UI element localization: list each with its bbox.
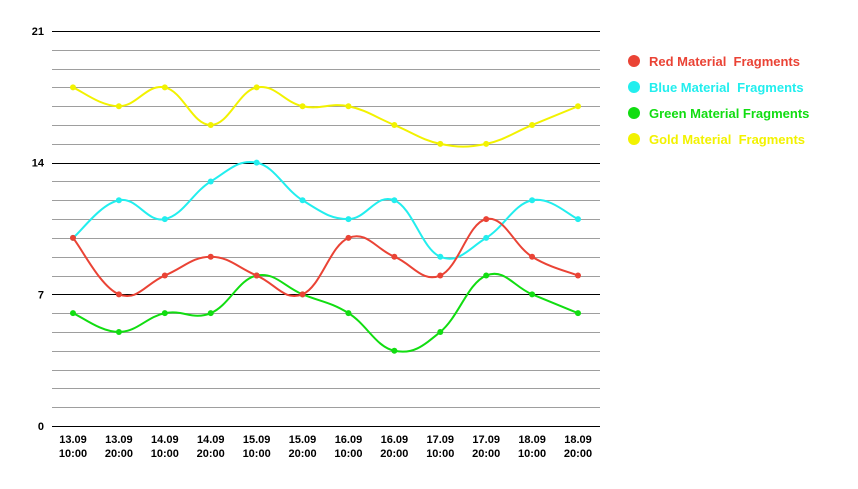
data-point-gold — [299, 103, 306, 110]
data-point-green — [70, 310, 76, 317]
legend-item-red: Red Material Fragments — [628, 48, 809, 74]
series-red — [70, 216, 581, 298]
x-tick-label: 13.09 20:00 — [105, 434, 133, 460]
series-blue — [70, 159, 581, 260]
data-point-blue — [115, 197, 122, 204]
y-tick-label: 21 — [32, 26, 44, 38]
x-tick-label: 16.09 10:00 — [334, 434, 362, 460]
x-tick-label: 15.09 10:00 — [243, 434, 271, 460]
data-point-red — [345, 234, 352, 241]
data-point-blue — [161, 216, 168, 223]
legend-label-red: Red Material Fragments — [649, 53, 800, 69]
data-point-gold — [437, 140, 444, 147]
legend-item-gold: Gold Material Fragments — [628, 126, 809, 152]
data-point-red — [299, 291, 306, 298]
gridlines — [52, 31, 600, 427]
series-line-blue — [72, 160, 579, 260]
data-point-green — [391, 347, 398, 354]
x-axis-ticks: 13.09 10:00 13.09 20:00 14.09 10:00 14.09 20:00… — [59, 434, 592, 460]
data-point-gold — [253, 84, 260, 91]
data-point-red — [70, 234, 76, 241]
series-line-red — [72, 218, 579, 297]
data-point-blue — [299, 197, 306, 204]
legend-marker-blue — [628, 81, 640, 93]
series-lines — [70, 84, 581, 354]
legend: Red Material Fragments Blue Material Fra… — [628, 48, 809, 152]
data-point-blue — [575, 216, 581, 223]
data-point-gold — [391, 122, 398, 129]
data-point-green — [483, 272, 490, 279]
data-point-red — [391, 253, 398, 260]
x-tick-label: 15.09 20:00 — [288, 434, 316, 460]
data-point-blue — [529, 197, 536, 204]
legend-marker-green — [628, 107, 640, 119]
data-point-red — [483, 216, 490, 223]
x-tick-label: 18.09 20:00 — [564, 434, 592, 460]
legend-label-gold: Gold Material Fragments — [649, 131, 806, 147]
data-point-gold — [529, 122, 536, 129]
data-point-green — [115, 328, 122, 335]
data-point-gold — [345, 103, 352, 110]
x-tick-label: 18.09 10:00 — [518, 434, 546, 460]
x-tick-label: 17.09 20:00 — [472, 434, 500, 460]
legend-label-blue: Blue Material Fragments — [649, 79, 804, 95]
x-tick-label: 16.09 20:00 — [380, 434, 408, 460]
data-point-green — [437, 328, 444, 335]
series-line-gold — [72, 86, 579, 148]
data-point-red — [207, 253, 214, 260]
series-gold — [70, 84, 581, 148]
data-point-gold — [70, 84, 76, 91]
y-tick-label: 0 — [38, 421, 44, 433]
data-point-blue — [207, 178, 214, 185]
data-point-blue — [483, 234, 490, 241]
x-tick-label: 14.09 10:00 — [151, 434, 179, 460]
data-point-green — [161, 310, 168, 317]
legend-item-green: Green Material Fragments — [628, 100, 809, 126]
data-point-blue — [391, 197, 398, 204]
legend-marker-red — [628, 55, 640, 67]
data-point-gold — [161, 84, 168, 91]
data-point-gold — [483, 140, 490, 147]
y-tick-label: 7 — [38, 289, 44, 301]
series-green — [70, 272, 581, 354]
data-point-gold — [575, 103, 581, 110]
x-tick-label: 13.09 10:00 — [59, 434, 87, 460]
legend-marker-gold — [628, 133, 640, 145]
data-point-blue — [437, 253, 444, 260]
data-point-red — [575, 272, 581, 279]
data-point-gold — [207, 122, 214, 129]
data-point-gold — [115, 103, 122, 110]
data-point-red — [253, 272, 260, 279]
data-point-red — [115, 291, 122, 298]
y-axis-ticks: 0 7 14 21 — [32, 26, 45, 433]
data-point-red — [437, 272, 444, 279]
data-point-red — [529, 253, 536, 260]
data-point-green — [207, 310, 214, 317]
y-tick-label: 14 — [32, 158, 45, 170]
data-point-green — [529, 291, 536, 298]
legend-item-blue: Blue Material Fragments — [628, 74, 809, 100]
data-point-green — [575, 310, 581, 317]
data-point-blue — [345, 216, 352, 223]
x-tick-label: 14.09 20:00 — [197, 434, 225, 460]
x-tick-label: 17.09 10:00 — [426, 434, 454, 460]
data-point-blue — [253, 159, 260, 166]
data-point-red — [161, 272, 168, 279]
data-point-green — [345, 310, 352, 317]
legend-label-green: Green Material Fragments — [649, 105, 810, 121]
